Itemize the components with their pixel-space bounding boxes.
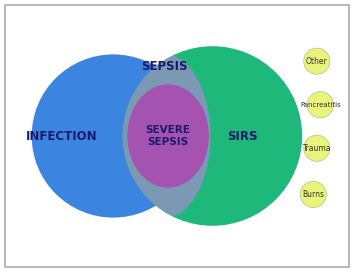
Text: SEVERE
SEPSIS: SEVERE SEPSIS [146,125,190,147]
Circle shape [32,54,195,218]
Circle shape [304,135,330,161]
Text: Other: Other [306,57,328,66]
Text: Trauma: Trauma [303,144,331,153]
Text: SEPSIS: SEPSIS [141,60,188,73]
Ellipse shape [119,54,211,218]
Circle shape [304,48,330,74]
FancyBboxPatch shape [5,5,349,267]
Circle shape [300,181,326,208]
Circle shape [307,92,333,118]
Ellipse shape [127,84,209,188]
Text: INFECTION: INFECTION [26,129,98,143]
Text: Pancreatitis: Pancreatitis [300,102,341,108]
Text: SIRS: SIRS [227,129,258,143]
Circle shape [122,46,302,226]
Text: Burns: Burns [302,190,324,199]
